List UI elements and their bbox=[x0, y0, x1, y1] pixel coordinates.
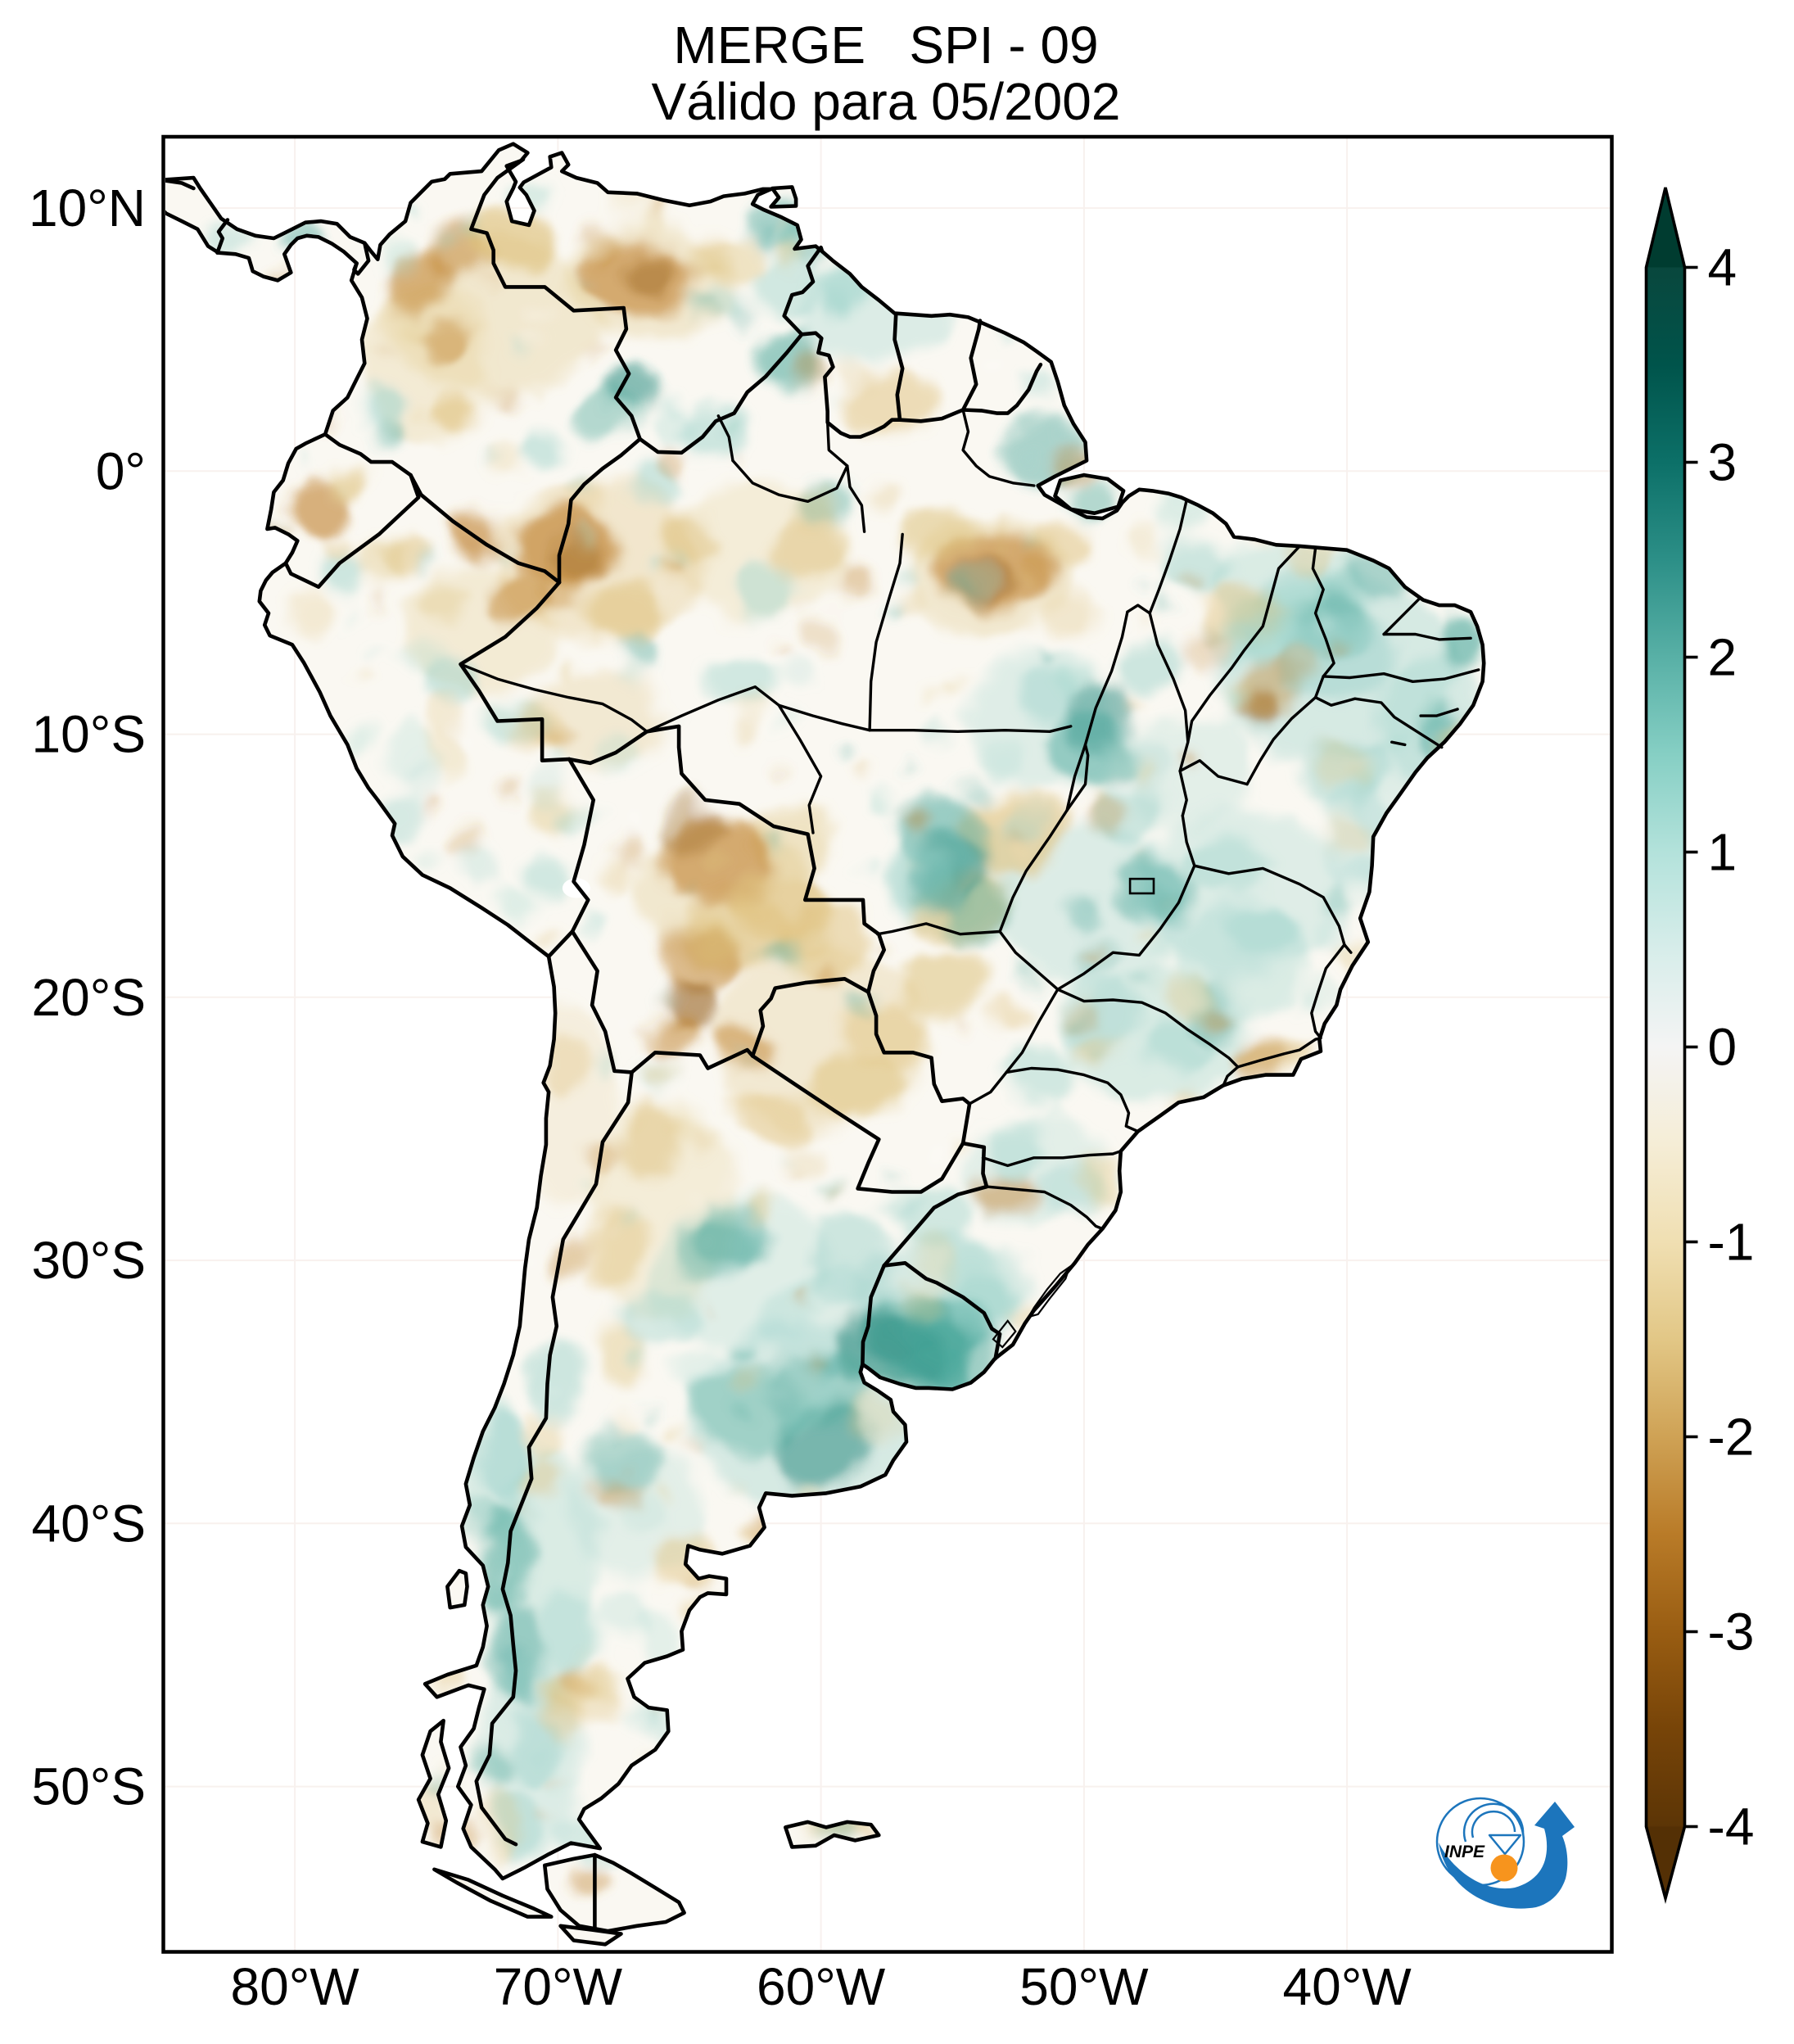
svg-text:MERGE SPI - 09: MERGE SPI - 09 bbox=[673, 16, 1098, 75]
svg-text:2: 2 bbox=[1708, 628, 1738, 687]
svg-text:30°S: 30°S bbox=[32, 1231, 146, 1290]
svg-text:Válido para 05/2002: Válido para 05/2002 bbox=[652, 72, 1121, 131]
svg-text:80°W: 80°W bbox=[231, 1957, 360, 2016]
svg-text:-1: -1 bbox=[1708, 1213, 1755, 1272]
svg-text:50°S: 50°S bbox=[32, 1757, 146, 1816]
svg-text:-2: -2 bbox=[1708, 1408, 1755, 1467]
svg-text:1: 1 bbox=[1708, 823, 1738, 882]
svg-text:10°N: 10°N bbox=[29, 179, 146, 237]
svg-text:0°: 0° bbox=[96, 441, 146, 500]
svg-text:0: 0 bbox=[1708, 1018, 1738, 1077]
svg-text:20°S: 20°S bbox=[32, 968, 146, 1027]
svg-text:40°S: 40°S bbox=[32, 1494, 146, 1553]
svg-text:-3: -3 bbox=[1708, 1603, 1755, 1662]
svg-text:50°W: 50°W bbox=[1019, 1957, 1149, 2016]
svg-text:3: 3 bbox=[1708, 433, 1738, 492]
svg-text:10°S: 10°S bbox=[32, 705, 146, 764]
svg-text:-4: -4 bbox=[1708, 1798, 1755, 1856]
svg-text:70°W: 70°W bbox=[494, 1957, 623, 2016]
svg-text:60°W: 60°W bbox=[757, 1957, 886, 2016]
svg-text:40°W: 40°W bbox=[1283, 1957, 1412, 2016]
svg-text:INPE: INPE bbox=[1444, 1843, 1485, 1861]
svg-text:4: 4 bbox=[1708, 238, 1738, 297]
